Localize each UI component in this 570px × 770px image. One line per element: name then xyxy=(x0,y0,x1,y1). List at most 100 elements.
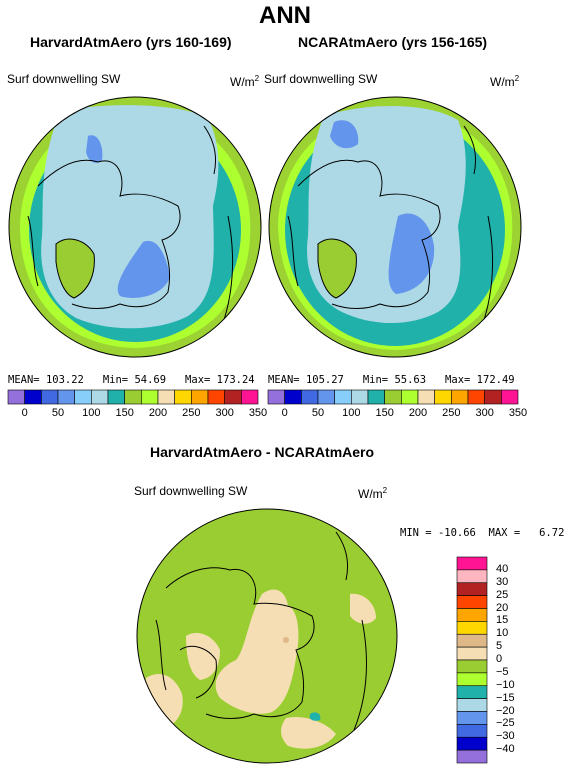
colorbar-ncar-tick-label: 50 xyxy=(311,407,325,419)
colorbar-diff-swatch xyxy=(456,659,488,674)
map-region-wheat-right xyxy=(350,593,376,624)
stats-ncar: MEAN= 105.27 Min= 55.63 Max= 172.49 xyxy=(268,374,515,386)
colorbar-diff-swatch xyxy=(456,724,488,738)
colorbar-ticks-diff: 40 30 25 20 15 10 5 0 −5 −10 −15 −20 −25 −30 −40 xyxy=(496,557,536,763)
colorbar-ticks-harvard: 0 50 100 150 200 250 300 350 xyxy=(8,407,268,421)
colorbar-harvard-swatch xyxy=(24,389,42,405)
colorbar-ncar-swatch xyxy=(401,389,419,405)
colorbar-ncar-tick-label: 200 xyxy=(408,407,428,419)
map-region-blue-north xyxy=(86,135,103,163)
colorbar-diff-swatch xyxy=(456,621,488,635)
map-region-wheat-center xyxy=(215,589,299,714)
colorbar-diff-swatch xyxy=(456,582,488,596)
colorbar-ncar-swatch xyxy=(301,389,319,405)
colorbar-harvard-tick-label: 0 xyxy=(21,407,28,419)
panel-title-harvard: HarvardAtmAero (yrs 160-169) xyxy=(30,34,232,50)
units-label-ncar: W/m2 xyxy=(490,74,520,89)
colorbar-diff-tick-label: −40 xyxy=(496,743,515,756)
polar-map-ncar xyxy=(268,96,522,358)
stats-harvard: MEAN= 103.22 Min= 54.69 Max= 173.24 xyxy=(8,374,255,386)
colorbar-ncar-swatch xyxy=(317,389,335,405)
colorbar-diff-tick-label: 40 xyxy=(496,562,509,575)
map-region-blue-north xyxy=(330,120,359,149)
colorbar-ncar-tick-label: 150 xyxy=(375,407,394,419)
colorbar-diff xyxy=(456,556,488,764)
colorbar-ncar-tick-label: 250 xyxy=(442,407,461,419)
coastline-harvard xyxy=(27,125,234,327)
units-label-diff: W/m2 xyxy=(358,486,388,501)
colorbar-diff-tick-label: −15 xyxy=(496,691,515,704)
colorbar-harvard-swatch xyxy=(107,389,125,405)
colorbar-ncar-swatch xyxy=(351,389,369,405)
units-label-harvard: W/m2 xyxy=(230,74,260,89)
colorbar-diff-swatch xyxy=(456,608,488,622)
coastline-ncar xyxy=(287,125,494,327)
colorbar-harvard-tick-label: 250 xyxy=(182,407,201,419)
map-region-teal-spot xyxy=(309,712,321,721)
colorbar-ncar-swatch xyxy=(284,389,302,405)
colorbar-diff-swatch xyxy=(456,646,488,661)
variable-label-ncar: Surf downwelling SW xyxy=(264,72,378,86)
colorbar-diff-tick-label: −5 xyxy=(496,665,509,678)
map-region-blue-center xyxy=(117,240,170,298)
colorbar-ncar-swatch xyxy=(501,389,519,405)
colorbar-harvard xyxy=(7,389,259,405)
colorbar-ncar-swatch xyxy=(484,389,502,405)
colorbar-diff-tick-label: 15 xyxy=(496,614,509,627)
colorbar-diff-tick-label: −30 xyxy=(496,730,515,743)
variable-label-harvard: Surf downwelling SW xyxy=(7,72,121,86)
colorbar-harvard-tick-label: 200 xyxy=(148,407,168,419)
colorbar-ncar-tick-label: 350 xyxy=(508,407,528,419)
colorbar-harvard-swatch xyxy=(74,389,92,405)
colorbar-harvard-swatch xyxy=(224,389,242,405)
colorbar-diff-tick-label: −20 xyxy=(496,704,515,717)
colorbar-harvard-swatch xyxy=(141,389,159,405)
map-region-wheat-greenland xyxy=(186,632,220,680)
colorbar-diff-swatch xyxy=(456,698,488,712)
colorbar-diff-tick-label: 5 xyxy=(496,640,503,653)
colorbar-diff-swatch xyxy=(456,556,488,571)
map-region-wheat-lower xyxy=(281,716,336,749)
colorbar-harvard-tick-label: 350 xyxy=(248,407,268,419)
map-region-tan-spot xyxy=(283,637,289,643)
polar-map-diff xyxy=(136,508,398,764)
colorbar-ncar-swatch xyxy=(417,389,435,405)
colorbar-ncar-tick-label: 300 xyxy=(475,407,494,419)
colorbar-diff-tick-label: 10 xyxy=(496,627,509,640)
colorbar-diff-tick-label: 20 xyxy=(496,601,509,614)
greenland-ncar xyxy=(317,238,357,299)
colorbar-diff-swatch xyxy=(456,595,488,609)
colorbar-ncar-swatch xyxy=(467,389,485,405)
colorbar-diff-tick-label: 0 xyxy=(496,653,503,665)
colorbar-ncar-swatch xyxy=(434,389,452,405)
colorbar-ncar-swatch xyxy=(451,389,469,405)
main-title: ANN xyxy=(259,2,311,29)
colorbar-harvard-swatch xyxy=(241,389,259,405)
colorbar-diff-tick-label: −25 xyxy=(496,717,515,730)
colorbar-harvard-tick-label: 50 xyxy=(51,407,65,419)
stats-diff: MIN = -10.66 MAX = 6.72 xyxy=(400,527,565,539)
colorbar-harvard-tick-label: 300 xyxy=(215,407,234,419)
colorbar-diff-swatch xyxy=(456,736,488,751)
colorbar-harvard-swatch xyxy=(174,389,192,405)
colorbar-diff-swatch xyxy=(456,749,488,764)
colorbar-diff-swatch xyxy=(456,633,488,648)
colorbar-ncar-tick-label: 0 xyxy=(281,407,288,419)
colorbar-harvard-swatch xyxy=(207,389,225,405)
colorbar-ncar-swatch xyxy=(367,389,385,405)
colorbar-harvard-swatch xyxy=(124,389,142,405)
colorbar-harvard-tick-label: 100 xyxy=(82,407,101,419)
panel-title-ncar: NCARAtmAero (yrs 156-165) xyxy=(298,34,488,50)
colorbar-harvard-swatch xyxy=(41,389,59,405)
colorbar-harvard-tick-label: 150 xyxy=(115,407,134,419)
colorbar-diff-swatch xyxy=(456,685,488,699)
colorbar-ncar-tick-label: 100 xyxy=(342,407,361,419)
colorbar-harvard-swatch xyxy=(91,389,109,405)
colorbar-harvard-swatch xyxy=(57,389,75,405)
colorbar-diff-swatch xyxy=(456,672,488,687)
colorbar-ncar-swatch xyxy=(384,389,402,405)
colorbar-diff-swatch xyxy=(456,569,488,584)
colorbar-ncar-swatch xyxy=(267,389,285,405)
colorbar-harvard-swatch xyxy=(191,389,209,405)
colorbar-diff-tick-label: 25 xyxy=(496,588,509,601)
